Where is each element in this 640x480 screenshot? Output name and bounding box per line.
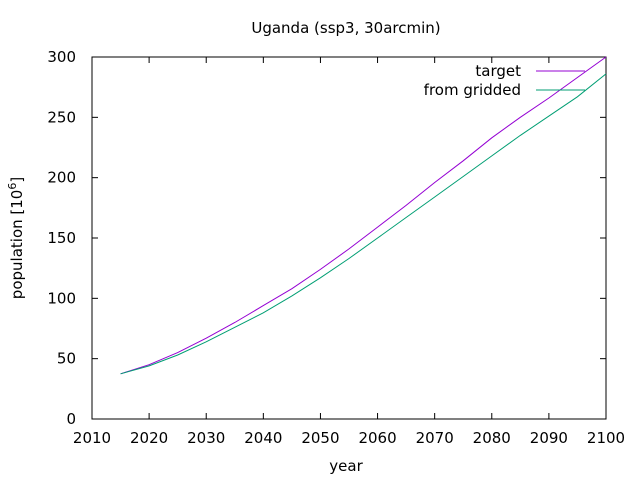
legend-label-target: target — [475, 62, 521, 80]
y-tick-label: 200 — [47, 169, 76, 187]
y-tick-label: 250 — [47, 108, 76, 126]
y-axis-label-close: ] — [8, 177, 26, 183]
x-tick-label: 2070 — [416, 429, 454, 447]
x-tick-label: 2050 — [301, 429, 339, 447]
y-tick-label: 150 — [47, 229, 76, 247]
y-tick-label: 0 — [66, 410, 76, 428]
x-tick-label: 2010 — [73, 429, 111, 447]
x-tick-label: 2020 — [130, 429, 168, 447]
y-tick-label: 50 — [57, 350, 76, 368]
x-axis-ticks: 2010 2020 2030 2040 2050 2060 2070 2080 2090 2100 — [73, 57, 625, 447]
x-tick-label: 2060 — [358, 429, 396, 447]
y-axis-label-main: population [10 — [8, 190, 26, 300]
x-tick-label: 2080 — [473, 429, 511, 447]
y-axis-label-superscript: 6 — [6, 183, 19, 190]
legend-label-from-gridded: from gridded — [424, 81, 521, 99]
series-lines — [120, 56, 607, 375]
series-line-target — [120, 56, 607, 375]
y-axis-ticks: 0 50 100 150 200 250 300 — [47, 48, 606, 428]
y-axis-label: population [106] — [6, 177, 26, 299]
chart-title: Uganda (ssp3, 30arcmin) — [251, 19, 440, 37]
y-tick-label: 100 — [47, 289, 76, 307]
x-tick-label: 2030 — [187, 429, 225, 447]
series-line-from-gridded — [120, 73, 607, 375]
y-tick-label: 300 — [47, 48, 76, 66]
x-tick-label: 2040 — [244, 429, 282, 447]
x-axis-label: year — [329, 457, 363, 475]
x-tick-label: 2100 — [587, 429, 625, 447]
x-tick-label: 2090 — [530, 429, 568, 447]
